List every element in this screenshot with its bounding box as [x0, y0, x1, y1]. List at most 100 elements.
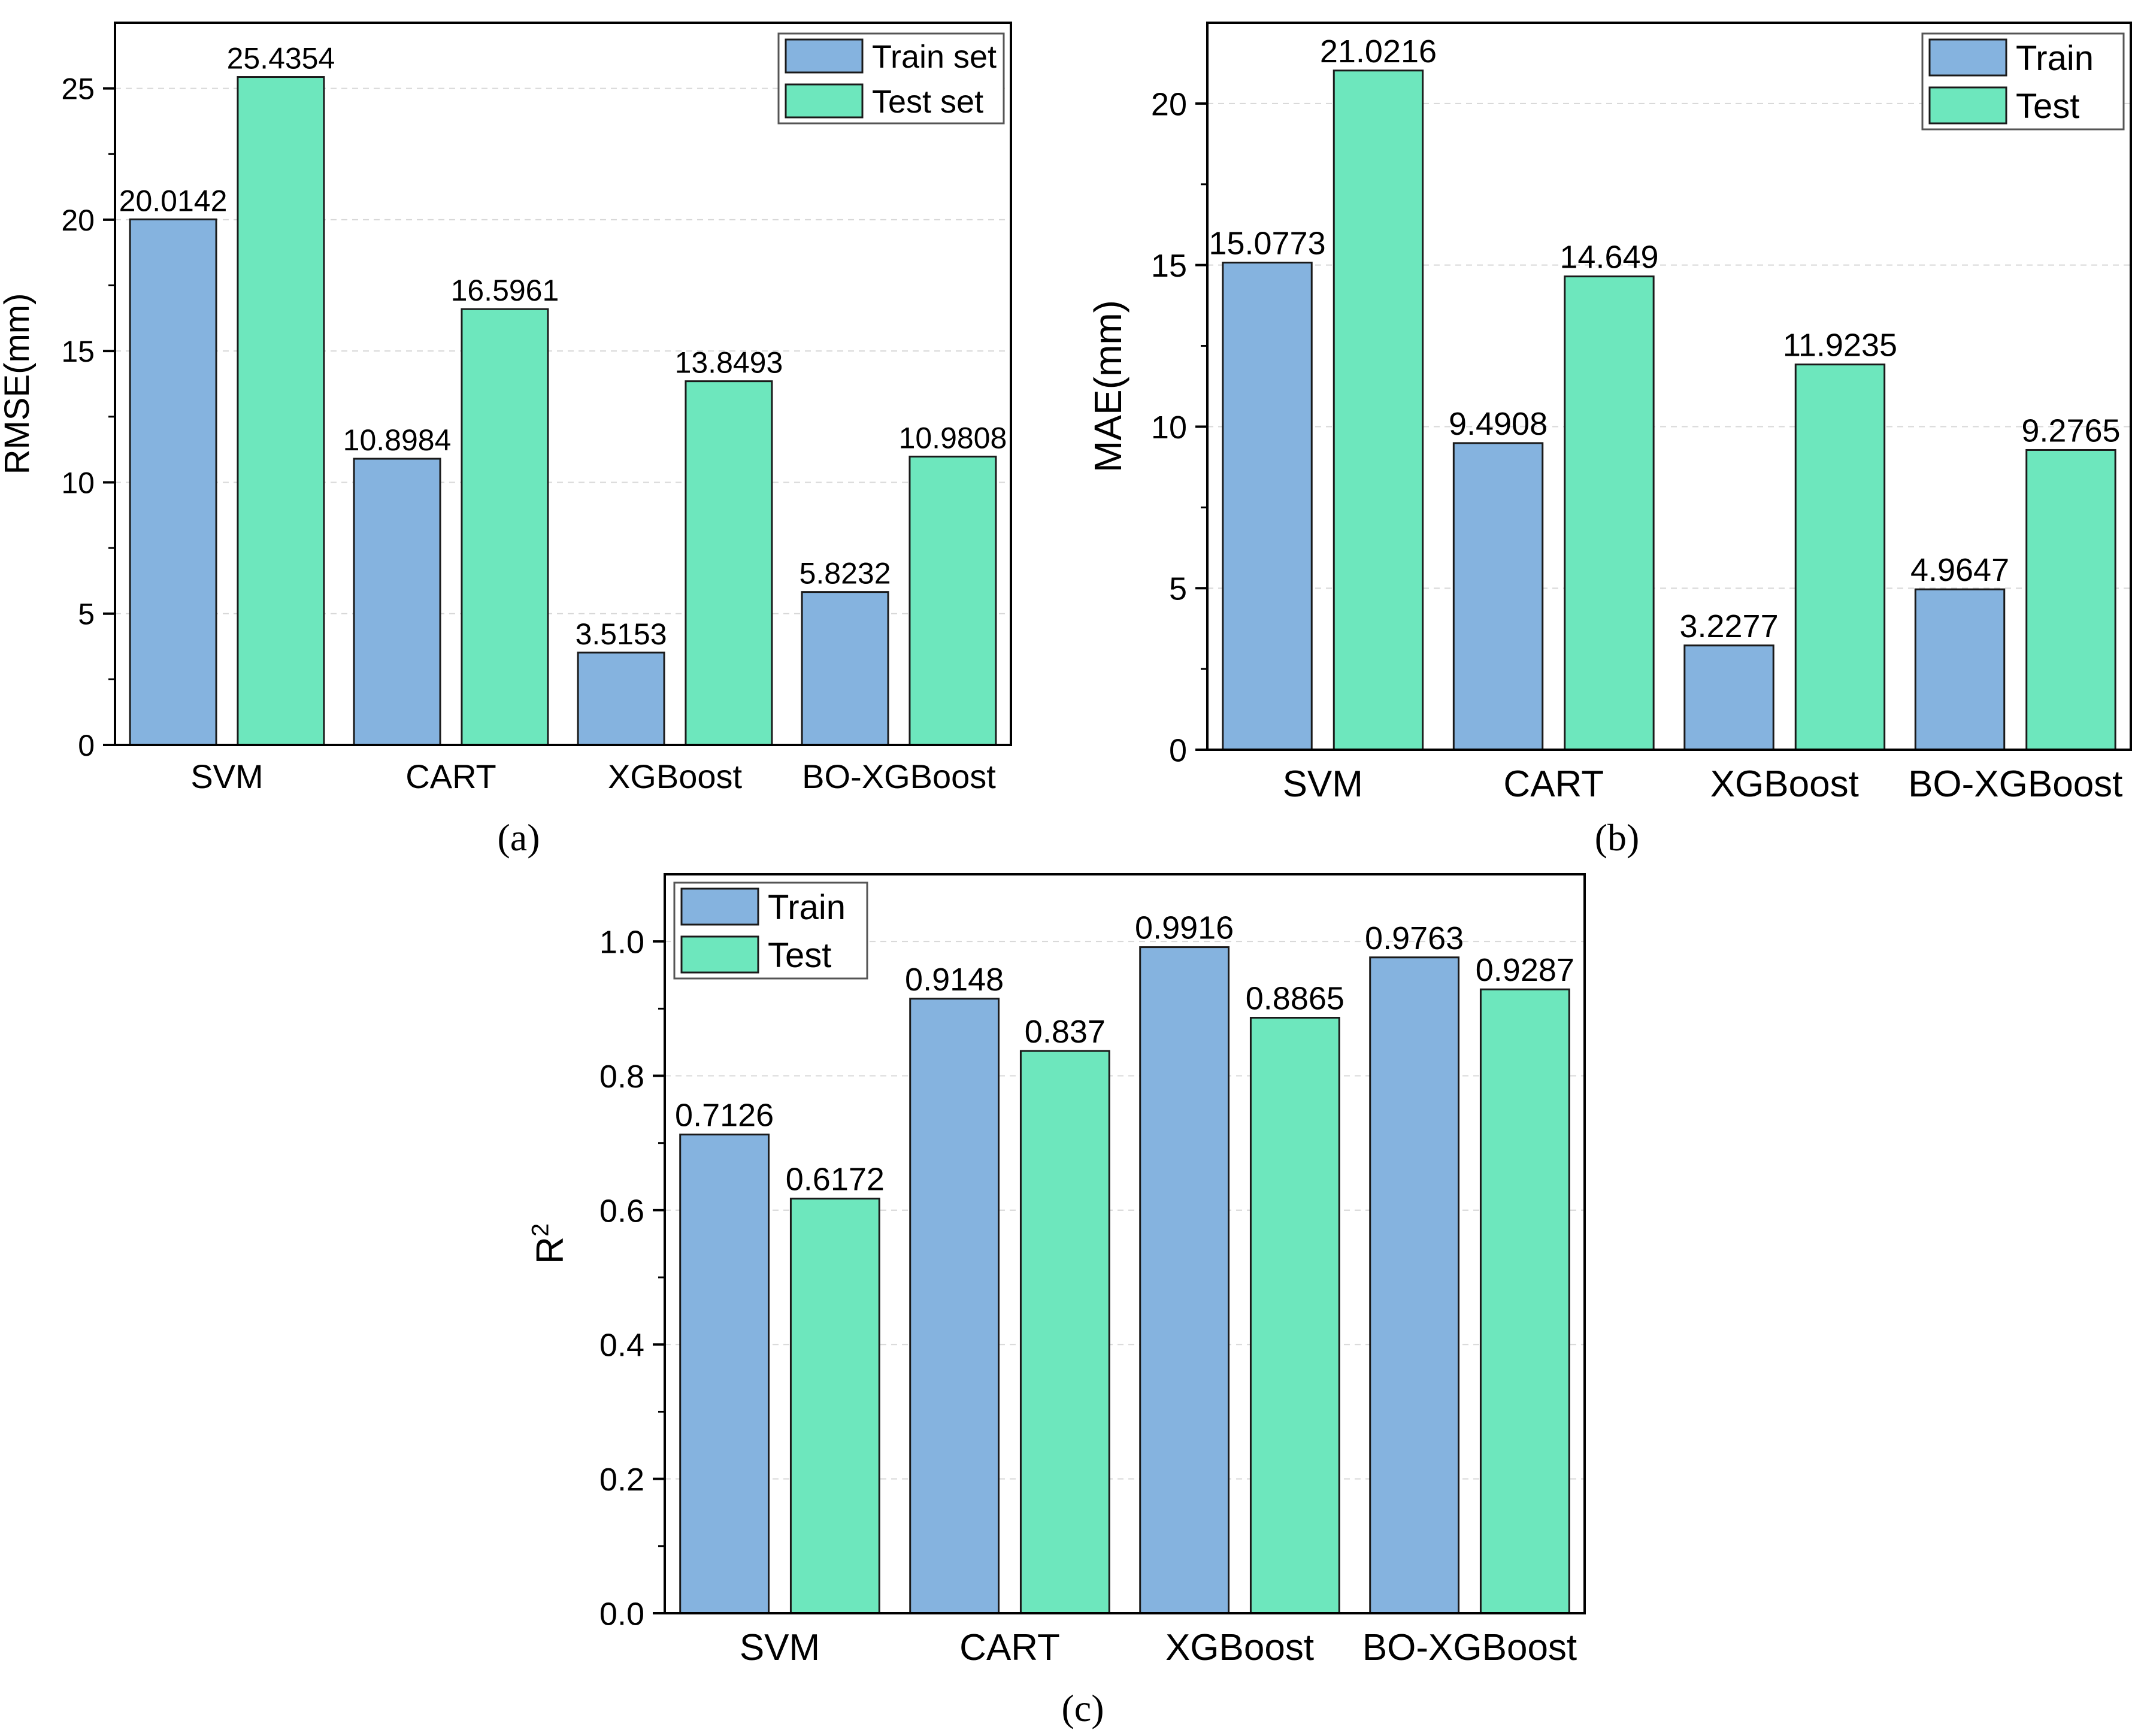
data-label: 0.6172 [786, 1162, 885, 1198]
bar-test-xgboost [1249, 1017, 1340, 1614]
legend-swatch-train [680, 887, 759, 926]
bar-train-bo-xgboost [1914, 588, 2006, 751]
data-label: 10.8984 [343, 423, 452, 457]
bar-train-svm [1222, 261, 1313, 751]
y-tick-label: 0.6 [599, 1193, 644, 1229]
bar-test-svm [237, 76, 325, 746]
data-label: 5.8232 [800, 557, 891, 590]
data-label: 0.9287 [1476, 952, 1574, 988]
y-tick-label: 0 [78, 729, 95, 762]
data-label: 0.7126 [675, 1098, 774, 1134]
bar-train-xgboost [577, 652, 665, 746]
legend-label: Train [768, 888, 846, 927]
data-label: 20.0142 [119, 184, 228, 217]
panel-label: (a) [497, 816, 540, 859]
category-label: BO-XGBoost [1362, 1627, 1577, 1668]
category-label: XGBoost [608, 758, 743, 795]
y-axis-title-text: MAE(mm) [1086, 300, 1129, 472]
bar-train-bo-xgboost [1369, 956, 1460, 1614]
y-tick-label: 20 [1151, 86, 1187, 122]
y-tick-label: 10 [1151, 410, 1187, 446]
data-label: 14.649 [1559, 240, 1658, 275]
y-tick-label: 20 [61, 204, 95, 237]
chart-panel-b: 15.0773 9.4908 3.2277 4.9647 21.0216 14.649 11… [1086, 22, 2132, 859]
data-label: 0.9148 [905, 962, 1004, 998]
data-label: 0.9916 [1135, 910, 1234, 946]
y-axis-title: MAE(mm) [1086, 300, 1129, 472]
legend-label: Test [2016, 87, 2079, 126]
bar-test-bo-xgboost [909, 455, 997, 746]
bar-test-cart [1564, 275, 1655, 751]
y-tick-label: 5 [1169, 571, 1187, 607]
y-axis-title: R2 [528, 1223, 571, 1264]
data-label: 0.9763 [1365, 920, 1464, 956]
data-label: 16.5961 [451, 274, 559, 307]
category-label: XGBoost [1165, 1627, 1314, 1668]
data-label: 9.4908 [1449, 406, 1548, 442]
data-label: 13.8493 [675, 346, 783, 380]
data-label: 4.9647 [1910, 552, 2009, 588]
y-axis-title-text: RMSE(mm) [0, 293, 37, 475]
category-label: SVM [1283, 764, 1363, 805]
legend-swatch-test [680, 935, 759, 974]
legend-label: Train [2016, 39, 2094, 78]
data-label: 0.837 [1025, 1014, 1106, 1050]
bar-test-bo-xgboost [2025, 449, 2116, 751]
panel-label: (c) [1061, 1687, 1104, 1729]
y-axis-title-text: R [528, 1237, 571, 1264]
bar-test-cart [461, 308, 549, 746]
legend-label: Train set [872, 39, 997, 75]
category-label: XGBoost [1710, 764, 1859, 805]
category-label: BO-XGBoost [802, 758, 996, 795]
category-label: SVM [740, 1627, 820, 1668]
data-label: 3.5153 [576, 617, 667, 651]
plot-frame [1206, 22, 2132, 751]
bar-train-xgboost [1683, 644, 1774, 751]
y-tick-label: 10 [61, 466, 95, 499]
data-label: 10.9808 [899, 421, 1007, 455]
y-tick-label: 15 [1151, 248, 1187, 284]
y-tick-label: 1.0 [599, 925, 644, 961]
bar-test-svm [1333, 69, 1424, 751]
legend-swatch-test [785, 83, 864, 119]
bar-train-xgboost [1139, 946, 1230, 1614]
y-tick-label: 5 [78, 598, 95, 631]
data-label: 11.9235 [1783, 328, 1897, 363]
bar-test-bo-xgboost [1479, 988, 1570, 1614]
legend-label: Test set [872, 84, 983, 120]
data-label: 25.4354 [227, 42, 335, 75]
data-label: 3.2277 [1679, 608, 1778, 644]
plot-frame [114, 22, 1012, 746]
y-axis-title-superscript: 2 [528, 1223, 554, 1237]
y-tick-label: 25 [61, 72, 95, 106]
data-label: 15.0773 [1209, 225, 1325, 261]
bar-train-svm [679, 1134, 770, 1614]
y-tick-label: 0.4 [599, 1328, 644, 1364]
y-tick-label: 0.2 [599, 1462, 644, 1498]
bar-train-svm [129, 218, 217, 746]
bar-test-xgboost [685, 380, 773, 746]
bar-train-bo-xgboost [801, 591, 889, 746]
bar-train-cart [909, 998, 1000, 1614]
category-label: CART [405, 758, 496, 795]
legend-swatch-test [1928, 86, 2007, 125]
chart-panel-a: 20.0142 10.8984 3.5153 5.8232 25.4354 16.5961… [0, 22, 1012, 859]
y-tick-label: 0.0 [599, 1596, 644, 1632]
bar-test-xgboost [1794, 363, 1886, 751]
data-label: 0.8865 [1246, 981, 1344, 1017]
y-tick-label: 0.8 [599, 1059, 644, 1095]
legend-label: Test [768, 936, 831, 975]
panel-label: (b) [1595, 816, 1640, 859]
plot-frame [664, 873, 1586, 1614]
bar-test-cart [1019, 1050, 1110, 1614]
category-label: BO-XGBoost [1908, 764, 2122, 805]
chart-panel-c: 0.7126 0.9148 0.9916 0.9763 0.6172 0.837 0.886… [528, 873, 1586, 1729]
data-label: 9.2765 [2021, 413, 2120, 449]
category-label: CART [1503, 764, 1604, 805]
y-tick-label: 15 [61, 335, 95, 368]
bar-train-cart [353, 458, 441, 746]
legend-swatch-train [1928, 38, 2007, 77]
y-axis-title: RMSE(mm) [0, 293, 37, 475]
bar-test-svm [789, 1198, 880, 1614]
